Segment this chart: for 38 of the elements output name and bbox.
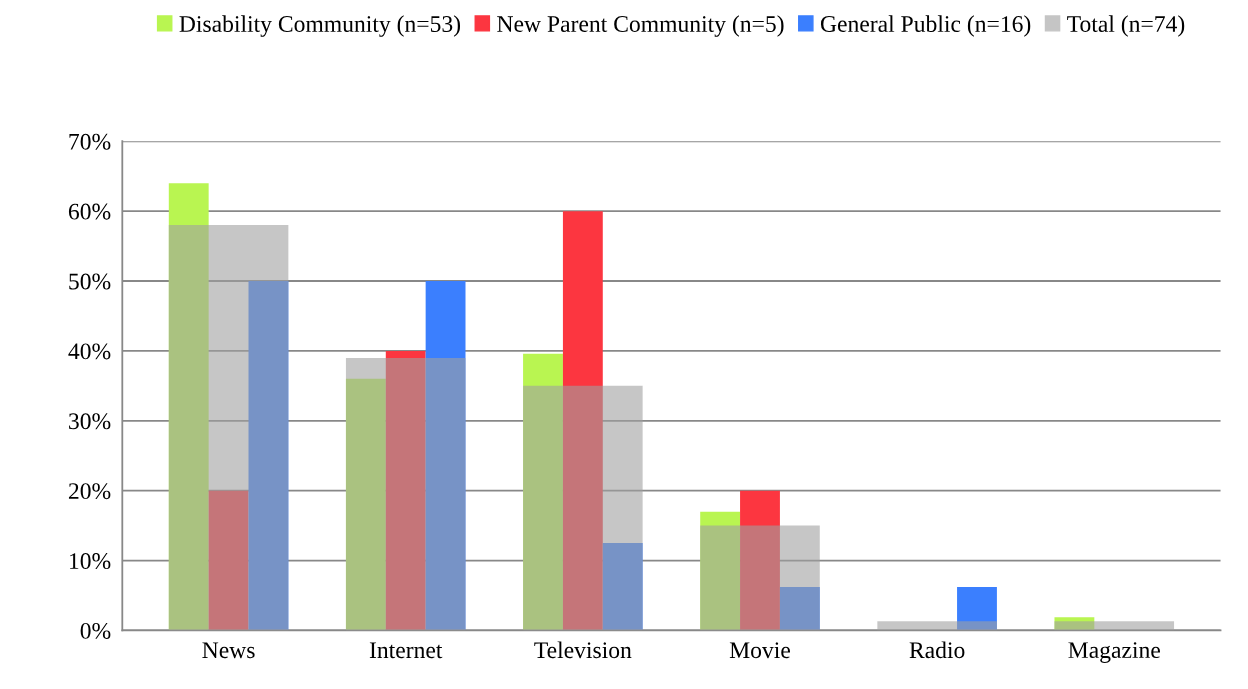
bar xyxy=(1054,621,1175,631)
bar xyxy=(779,587,820,631)
x-tick-label: Magazine xyxy=(1068,642,1160,663)
y-tick-label: 20% xyxy=(68,483,111,500)
legend-label: General Public (n=16) xyxy=(820,15,1031,37)
bar xyxy=(957,587,997,631)
y-tick-label: 30% xyxy=(69,413,111,430)
x-tick-label: News xyxy=(202,642,255,659)
bar xyxy=(248,281,289,631)
y-tick-label: 50% xyxy=(69,273,111,290)
x-tick-label: Television xyxy=(534,641,632,659)
y-tick-label: 60% xyxy=(68,203,111,220)
y-tick-label: 10% xyxy=(69,553,111,570)
bar xyxy=(562,211,603,631)
y-tick-label: 0% xyxy=(80,622,111,639)
x-tick-label: Radio xyxy=(909,641,965,659)
bar xyxy=(602,543,643,631)
bar xyxy=(523,385,643,631)
bar xyxy=(168,225,289,631)
bar xyxy=(877,621,997,631)
legend-label: New Parent Community (n=5) xyxy=(497,15,784,37)
bar xyxy=(425,281,466,631)
bar xyxy=(168,183,209,631)
y-tick-label: 40% xyxy=(68,343,111,360)
bar xyxy=(740,490,780,631)
bar xyxy=(700,525,820,631)
bar xyxy=(700,511,741,631)
bar xyxy=(523,353,563,631)
bar xyxy=(385,350,426,631)
x-tick-label: Movie xyxy=(729,642,790,659)
y-tick-label: 70% xyxy=(69,133,111,150)
x-tick-label: Internet xyxy=(369,642,443,659)
bar xyxy=(208,490,249,631)
bar xyxy=(1054,617,1095,631)
legend-label: Disability Community (n=53) xyxy=(179,15,461,37)
bar xyxy=(345,357,466,631)
bar xyxy=(345,378,386,631)
legend-label: Total (n=74) xyxy=(1067,15,1185,37)
